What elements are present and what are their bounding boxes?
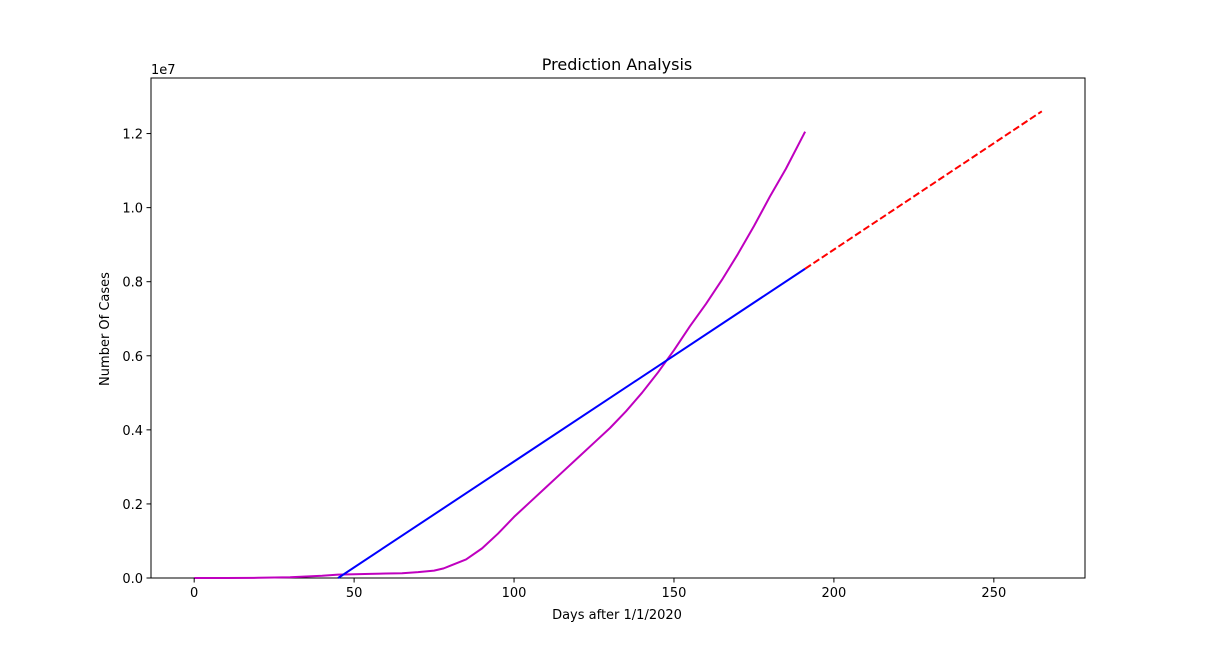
y-tick-label: 0.8 [122,276,143,291]
x-tick-label: 100 [502,586,527,601]
plot-area-border [150,77,1086,579]
x-tick-label: 50 [346,586,363,601]
chart-title: Prediction Analysis [542,55,693,74]
y-tick-label: 0.4 [122,424,143,439]
y-tick-label: 1.0 [122,202,143,217]
axes-frame [150,77,1086,579]
series-line-1 [337,267,806,579]
y-tick-label: 0.6 [122,350,143,365]
x-axis-label: Days after 1/1/2020 [552,608,682,623]
x-tick-label: 250 [981,586,1006,601]
x-tick-label: 150 [662,586,687,601]
y-tick-label: 0.0 [122,572,143,587]
y-offset-text: 1e7 [151,63,176,78]
series-layer [194,110,1043,579]
y-tick-label: 0.2 [122,498,143,513]
x-tick-label: 200 [821,586,846,601]
y-tick-label: 1.2 [122,128,143,143]
series-line-2 [804,110,1043,270]
y-axis-label: Number Of Cases [98,272,113,386]
x-axis: 0 50 100 150 200 250 [190,578,1006,601]
x-tick-label: 0 [190,586,198,601]
y-axis: 0.0 0.2 0.4 0.6 0.8 1.0 1.2 [122,128,151,587]
series-line-0 [194,131,807,579]
